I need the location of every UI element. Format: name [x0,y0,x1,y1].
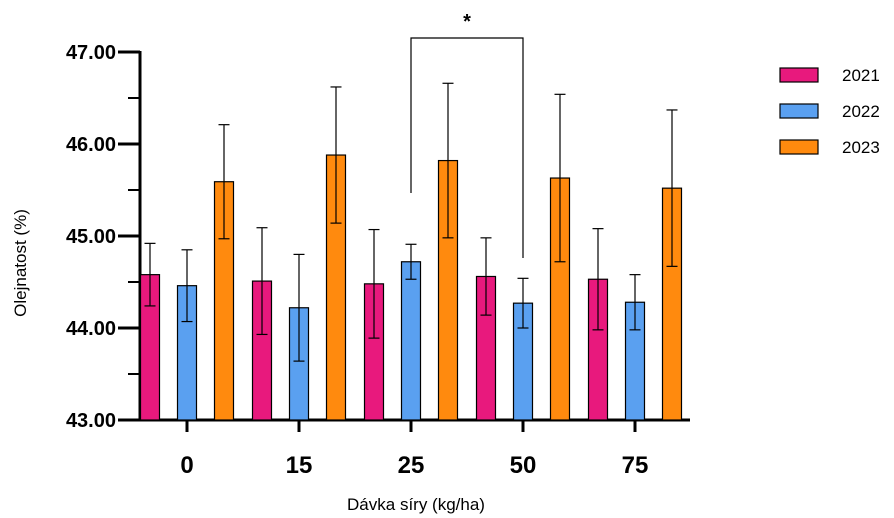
x-tick-label: 0 [180,452,193,479]
significance-label: * [463,11,471,33]
legend-label-2023: 2023 [842,138,880,157]
legend-swatch-2022 [779,103,819,119]
x-axis: 0 15 25 50 75 [138,418,690,479]
legend-swatch-2021 [779,67,819,83]
y-tick-label: 45.00 [66,226,116,248]
x-tick-label: 25 [398,452,425,479]
y-axis-title: Olejnatost (%) [11,209,30,317]
significance-bracket: * [410,11,524,258]
x-axis-title: Dávka síry (kg/ha) [347,495,485,514]
error-bars [144,82,678,362]
x-tick-label: 50 [510,452,537,479]
legend-label-2022: 2022 [842,102,880,121]
bar-2022-25 [400,261,422,421]
y-tick-label: 44.00 [66,318,116,340]
legend: 2021 2022 2023 [779,66,880,157]
y-tick-label: 46.00 [66,134,116,156]
bars [139,154,683,421]
legend-label-2021: 2021 [842,66,880,85]
significance-line [410,37,524,258]
y-tick-label: 47.00 [66,42,116,64]
x-tick-label: 15 [286,452,313,479]
y-axis: 43.00 44.00 45.00 46.00 47.00 [66,42,142,432]
y-tick-label: 43.00 [66,410,116,432]
x-tick-label: 75 [622,452,649,479]
legend-swatch-2023 [779,139,819,155]
